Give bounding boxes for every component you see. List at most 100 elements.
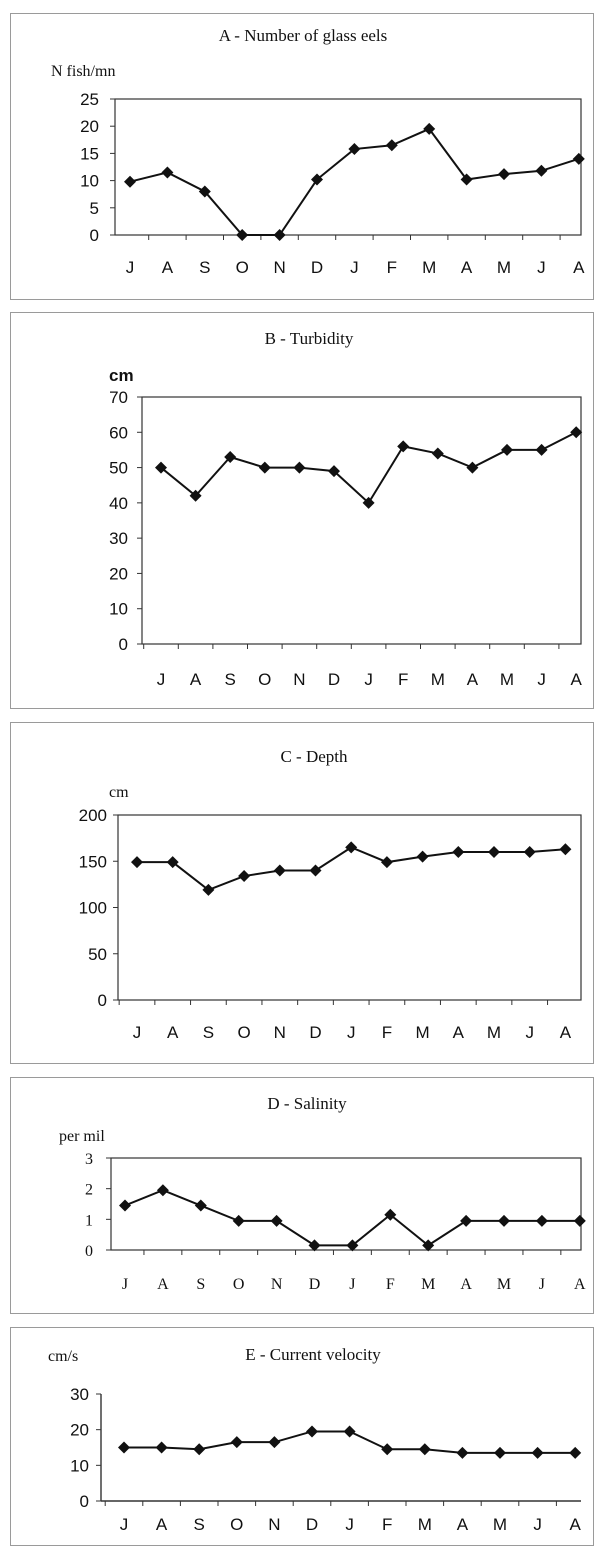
chart-d-xtick-label: A (157, 1276, 169, 1293)
chart-e-xtick-label: M (418, 1515, 432, 1534)
chart-a-plot-area (114, 98, 582, 236)
chart-b-data-point (258, 461, 271, 474)
chart-a-data-point (124, 175, 136, 188)
chart-e-data-point (268, 1436, 281, 1449)
chart-d-svg: D - Salinity per mil 0 1 2 3 J A S O N D J F M A M J A (59, 1094, 586, 1293)
chart-a-data-point (460, 173, 473, 186)
chart-d-xtick-label: S (196, 1276, 205, 1293)
chart-d-data-point (460, 1214, 473, 1227)
chart-e-xtick-label: S (194, 1515, 205, 1534)
chart-d-ytick-label: 0 (85, 1243, 93, 1260)
chart-panel-d: D - Salinity per mil 0 1 2 3 J A S O N D J F M A M J A (10, 1077, 594, 1314)
chart-b-data-point (397, 440, 410, 453)
chart-b-data-point (155, 461, 167, 474)
chart-a-xtick-label: N (273, 258, 285, 277)
chart-e-ytick-label: 20 (70, 1421, 89, 1440)
chart-e-data-point (381, 1443, 394, 1456)
chart-b-xtick-label: A (467, 670, 479, 689)
chart-b-ytick-label: 60 (109, 423, 128, 442)
chart-c-xtick-label: M (416, 1023, 430, 1042)
chart-b-xtick-label: J (157, 670, 166, 689)
chart-a-data-point (423, 122, 436, 135)
chart-a-ytick-label: 5 (90, 199, 99, 218)
chart-e-data-point (456, 1446, 469, 1459)
chart-b-xtick-label: A (571, 670, 583, 689)
chart-b-xtick-label: N (293, 670, 305, 689)
chart-a-data-point (535, 164, 548, 177)
chart-e-xtick-label: J (120, 1515, 129, 1534)
chart-d-xtick-label: N (271, 1276, 283, 1293)
chart-panel-a: A - Number of glass eels N fish/mn 0 5 10 1… (10, 13, 594, 300)
chart-e-data-point (418, 1443, 431, 1456)
chart-d-data-point (194, 1199, 207, 1212)
chart-c-xtick-label: S (203, 1023, 214, 1042)
chart-d-xtick-label: A (574, 1276, 586, 1293)
chart-c-ytick-label: 0 (98, 991, 107, 1010)
chart-a-data-point (385, 139, 398, 152)
chart-b-ytick-label: 70 (109, 388, 128, 407)
chart-d-title: D - Salinity (267, 1094, 347, 1113)
chart-a-data-point (498, 168, 510, 181)
chart-a-ytick-label: 25 (80, 90, 99, 109)
chart-b-ytick-label: 20 (109, 564, 128, 583)
chart-c-ytick-label: 200 (79, 806, 107, 825)
chart-d-xtick-label: D (309, 1276, 321, 1293)
chart-e-xtick-label: A (156, 1515, 168, 1534)
chart-e-xtick-label: D (306, 1515, 318, 1534)
chart-e-title: E - Current velocity (245, 1345, 381, 1364)
chart-a-xtick-label: M (422, 258, 436, 277)
chart-b-data-point (535, 443, 548, 456)
chart-e-ytick-label: 30 (70, 1385, 89, 1404)
chart-b-xtick-label: D (328, 670, 340, 689)
chart-a-xtick-label: J (126, 258, 135, 277)
chart-d-ytick-label: 2 (85, 1182, 93, 1199)
chart-e-data-point (118, 1441, 130, 1454)
chart-e-data-point (531, 1446, 544, 1459)
chart-c-xtick-label: D (309, 1023, 321, 1042)
chart-b-xtick-label: M (431, 670, 445, 689)
chart-panel-c: C - Depth cm 0 50 100 150 200 J A S O N D J F M A M J A (10, 722, 594, 1064)
chart-c-data-point (309, 864, 322, 877)
chart-b-data-point (466, 461, 479, 474)
chart-c-data-point (452, 846, 465, 858)
chart-e-data-point (306, 1425, 318, 1438)
chart-b-data-point (501, 443, 513, 456)
chart-c-data-point (523, 846, 536, 858)
chart-c-title: C - Depth (280, 747, 348, 766)
chart-b-ytick-label: 10 (109, 600, 128, 619)
chart-b-xtick-label: O (258, 670, 271, 689)
chart-d-xtick-label: M (497, 1276, 511, 1293)
chart-c-plot-area (117, 814, 582, 1001)
chart-e-data-point (230, 1436, 243, 1449)
chart-d-ytick-label: 1 (85, 1212, 93, 1229)
chart-d-data-point (535, 1214, 548, 1227)
chart-b-xtick-label: S (225, 670, 236, 689)
chart-c-data-point (202, 883, 215, 896)
chart-d-ylabel: per mil (59, 1128, 105, 1145)
chart-e-xtick-label: F (382, 1515, 392, 1534)
chart-b-xtick-label: J (537, 670, 546, 689)
chart-e-xtick-label: M (493, 1515, 507, 1534)
chart-b-ytick-label: 50 (109, 459, 128, 478)
chart-d-data-point (498, 1214, 510, 1227)
chart-d-data-point (156, 1184, 169, 1197)
chart-e-data-point (343, 1425, 356, 1438)
chart-e-data-point (155, 1441, 168, 1454)
chart-a-data-point (161, 166, 174, 179)
chart-c-ytick-label: 100 (79, 899, 107, 918)
chart-c-data-point (380, 856, 393, 869)
chart-a-data-point (348, 143, 361, 156)
chart-a-xtick-label: A (573, 258, 585, 277)
chart-b-data-point (224, 450, 237, 463)
chart-a-svg: A - Number of glass eels N fish/mn 0 5 10 1… (51, 26, 585, 277)
chart-b-xtick-label: A (190, 670, 202, 689)
chart-a-ytick-label: 15 (80, 144, 99, 163)
chart-e-xtick-label: J (345, 1515, 354, 1534)
chart-e-xtick-label: N (268, 1515, 280, 1534)
chart-c-ytick-label: 50 (88, 945, 107, 964)
chart-b-data-point (431, 447, 444, 460)
chart-c-data-point (345, 841, 358, 854)
chart-c-xtick-label: J (133, 1023, 142, 1042)
chart-d-xtick-label: J (539, 1276, 545, 1293)
chart-d-series-line (124, 1189, 580, 1247)
